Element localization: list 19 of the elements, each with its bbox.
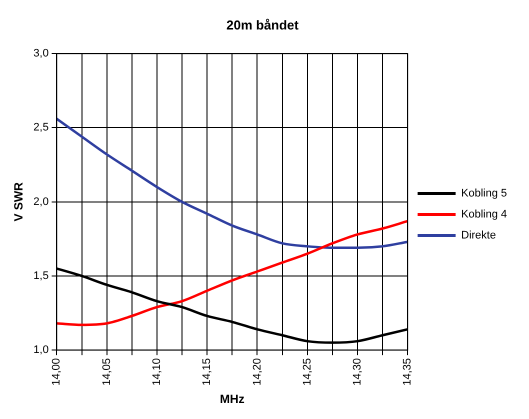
x-tick-label: 14,05 bbox=[100, 358, 113, 386]
x-tick-label: 14,25 bbox=[301, 358, 314, 386]
x-tick-label: 14,30 bbox=[352, 358, 364, 386]
x-tick-label: 14,15 bbox=[201, 358, 214, 386]
x-tick-label: 14,00 bbox=[50, 358, 63, 386]
legend-label: Kobling 4 bbox=[461, 208, 508, 221]
y-tick-label: 2,0 bbox=[33, 196, 49, 208]
y-tick-label: 1,0 bbox=[33, 344, 49, 356]
x-tick-label: 14,20 bbox=[251, 358, 264, 386]
y-tick-label: 3,0 bbox=[33, 48, 49, 60]
x-axis-title: MHz bbox=[220, 392, 244, 406]
x-tick-label: 14,35 bbox=[402, 358, 414, 386]
y-tick-label: 1,5 bbox=[33, 270, 49, 282]
chart-title: 20m båndet bbox=[226, 17, 300, 32]
y-axis-title: V SWR bbox=[12, 182, 26, 222]
x-tick-label: 14,10 bbox=[150, 358, 163, 386]
legend-label: Kobling 5 bbox=[461, 188, 508, 200]
legend-label: Direkte bbox=[461, 230, 496, 242]
y-tick-label: 2,5 bbox=[33, 122, 49, 134]
